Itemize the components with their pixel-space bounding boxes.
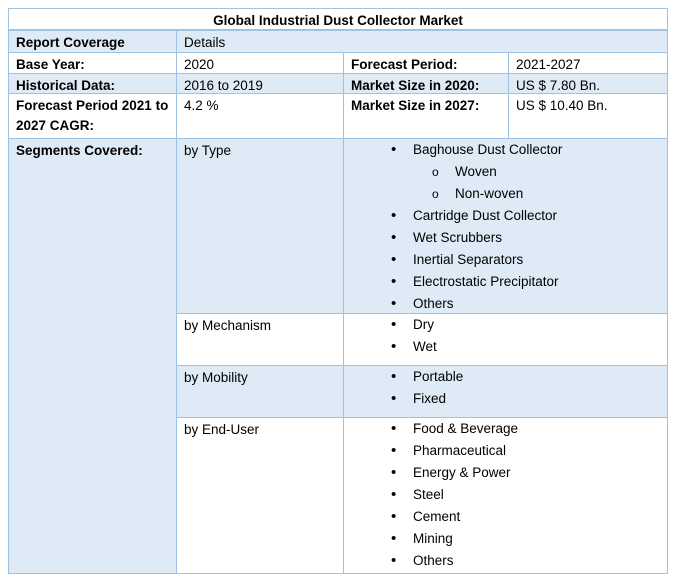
row-label: Forecast Period:: [343, 52, 509, 74]
segment-group-name: by Mobility: [176, 365, 344, 418]
list-item: Fixed: [351, 388, 660, 410]
row-value: US $ 10.40 Bn.: [508, 93, 668, 139]
list-item: Electrostatic Precipitator: [351, 271, 660, 293]
list-item: Cartridge Dust Collector: [351, 205, 660, 227]
row-label: Forecast Period 2021 to 2027 CAGR:: [8, 93, 177, 139]
list-item: Energy & Power: [351, 462, 660, 484]
list-item: Baghouse Dust Collector: [351, 139, 660, 161]
list-item: Others: [351, 293, 660, 313]
row-value: 4.2 %: [176, 93, 344, 139]
table-title: Global Industrial Dust Collector Market: [8, 8, 668, 31]
segment-items: Food & BeveragePharmaceuticalEnergy & Po…: [343, 417, 668, 574]
row-label: Base Year:: [8, 52, 177, 74]
sub-list-item: Non-woven: [351, 183, 660, 205]
segments-label: Segments Covered:: [8, 138, 177, 574]
segment-items: DryWet: [343, 313, 668, 366]
list-item: Wet Scrubbers: [351, 227, 660, 249]
list-item: Mining: [351, 528, 660, 550]
row-value: 2016 to 2019: [176, 73, 344, 94]
segment-items: Baghouse Dust CollectorWovenNon-wovenCar…: [343, 138, 668, 314]
row-value: 2021-2027: [508, 52, 668, 74]
list-item: Pharmaceutical: [351, 440, 660, 462]
list-item: Wet: [351, 336, 660, 358]
report-coverage-label: Report Coverage: [8, 30, 177, 53]
sub-list-item: Woven: [351, 161, 660, 183]
list-item: Food & Beverage: [351, 418, 660, 440]
segment-items: PortableFixed: [343, 365, 668, 418]
list-item: Cement: [351, 506, 660, 528]
list-item: Dry: [351, 314, 660, 336]
row-value: US $ 7.80 Bn.: [508, 73, 668, 94]
details-label: Details: [176, 30, 668, 53]
segment-group-name: by End-User: [176, 417, 344, 574]
row-value: 2020: [176, 52, 344, 74]
list-item: Portable: [351, 366, 660, 388]
list-item: Steel: [351, 484, 660, 506]
row-label: Market Size in 2020:: [343, 73, 509, 94]
row-label: Market Size in 2027:: [343, 93, 509, 139]
segment-group-name: by Type: [176, 138, 344, 314]
list-item: Others: [351, 550, 660, 572]
list-item: Inertial Separators: [351, 249, 660, 271]
segment-group-name: by Mechanism: [176, 313, 344, 366]
row-label: Historical Data:: [8, 73, 177, 94]
